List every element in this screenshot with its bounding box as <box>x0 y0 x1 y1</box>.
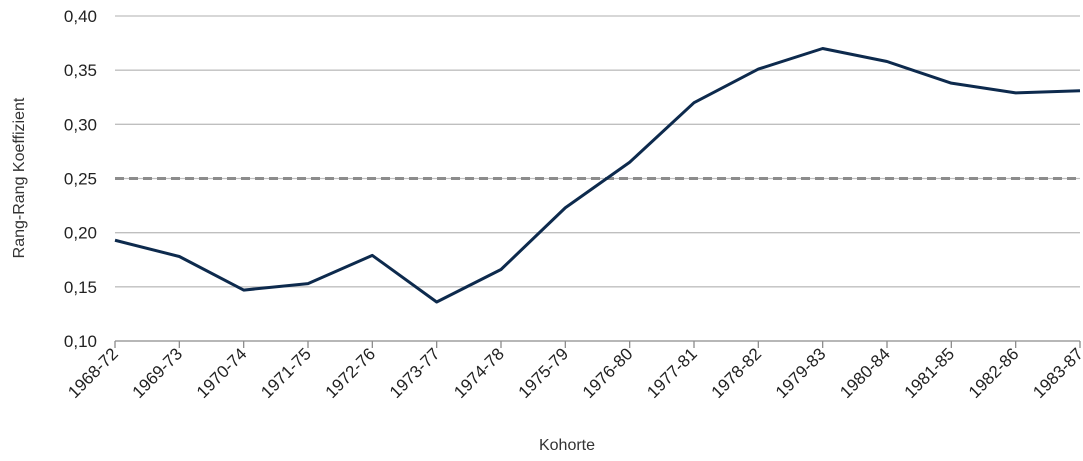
x-tick-label: 1980-84 <box>836 344 894 402</box>
x-tick-label: 1979-83 <box>772 344 830 402</box>
line-series <box>114 47 1081 304</box>
x-tick-label: 1976-80 <box>579 344 637 402</box>
x-tick-label: 1971-75 <box>257 344 315 402</box>
x-tick-label: 1970-74 <box>193 344 251 402</box>
x-tick-label: 1977-81 <box>643 344 701 402</box>
x-tick-label: 1968-72 <box>64 344 122 402</box>
x-tick-label: 1983-87 <box>1029 344 1083 402</box>
x-tick-label: 1981-85 <box>901 344 959 402</box>
x-tick-label: 1982-86 <box>965 344 1023 402</box>
y-tick-label: 0,35 <box>64 61 97 80</box>
x-tick-label: 1978-82 <box>708 344 766 402</box>
y-tick-label: 0,25 <box>64 170 97 189</box>
x-tick-label: 1969-73 <box>129 344 187 402</box>
x-tick-label: 1973-77 <box>386 344 444 402</box>
x-tick-label: 1972-76 <box>322 344 380 402</box>
y-tick-label: 0,20 <box>64 224 97 243</box>
x-axis-title: Kohorte <box>539 437 595 454</box>
y-tick-label: 0,40 <box>64 7 97 26</box>
y-tick-label: 0,15 <box>64 278 97 297</box>
x-tick-label: 1975-79 <box>515 344 573 402</box>
y-tick-label: 0,30 <box>64 115 97 134</box>
y-tick-label: 0,10 <box>64 332 97 351</box>
x-tick-label: 1974-78 <box>450 344 508 402</box>
y-axis-title: Rang-Rang Koeffizient <box>11 97 28 258</box>
